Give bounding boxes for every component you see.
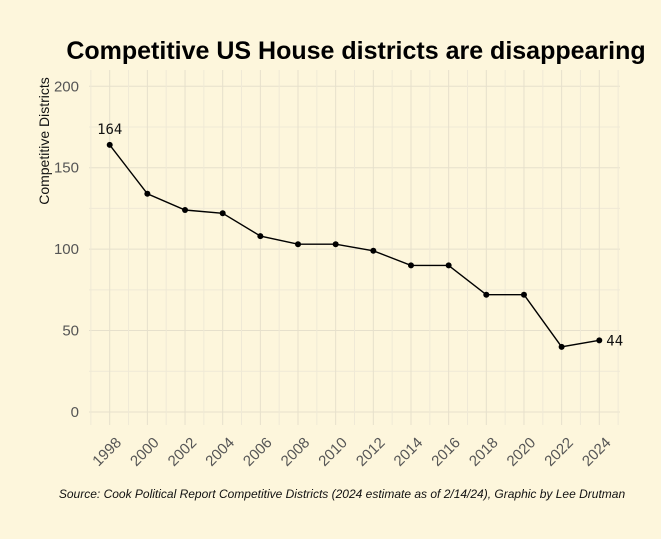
x-tick-label: 2002 (165, 434, 201, 470)
data-point (257, 233, 264, 240)
data-points (106, 141, 603, 350)
y-tick-label: 150 (54, 160, 79, 177)
x-tick-label: 2010 (315, 434, 351, 470)
x-tick-label: 2012 (353, 434, 389, 470)
x-tick-label: 2022 (541, 434, 577, 470)
data-point (520, 291, 527, 298)
data-label: 44 (606, 333, 623, 349)
data-point (182, 207, 189, 214)
data-point (445, 262, 452, 269)
y-tick-label: 50 (62, 323, 79, 340)
data-label: 164 (97, 122, 122, 138)
y-tick-label: 0 (71, 404, 79, 421)
chart-title: Competitive US House districts are disap… (66, 37, 645, 65)
x-tick-label: 2008 (278, 434, 314, 470)
data-point (332, 241, 339, 248)
grid (89, 70, 620, 425)
x-tick-label: 2020 (504, 434, 540, 470)
y-tick-label: 200 (54, 78, 79, 95)
x-tick-label: 2024 (579, 434, 615, 470)
data-point (106, 141, 113, 148)
data-labels: 164 44 (97, 122, 623, 349)
y-axis-label: Competitive Districts (36, 77, 52, 205)
data-point (144, 190, 151, 197)
x-tick-label: 2000 (127, 434, 163, 470)
data-point (295, 241, 302, 248)
x-tick-label: 1998 (89, 434, 125, 470)
x-axis-ticks: 1998 2000 2002 2004 2006 2008 2010 2012 2014 2016… (89, 434, 614, 470)
x-tick-label: 2016 (428, 434, 464, 470)
data-point (558, 343, 565, 350)
y-tick-label: 100 (54, 241, 79, 258)
data-point (407, 262, 414, 269)
data-point (596, 337, 603, 344)
x-tick-label: 2004 (202, 434, 238, 470)
x-tick-label: 2018 (466, 434, 502, 470)
data-point (483, 291, 490, 298)
y-axis-ticks: 0 50 100 150 200 (54, 78, 79, 421)
x-tick-label: 2014 (391, 434, 427, 470)
x-tick-label: 2006 (240, 434, 276, 470)
series-line (109, 144, 600, 348)
source-caption: Source: Cook Political Report Competitiv… (59, 487, 626, 501)
data-point (219, 210, 226, 217)
data-point (370, 247, 377, 254)
